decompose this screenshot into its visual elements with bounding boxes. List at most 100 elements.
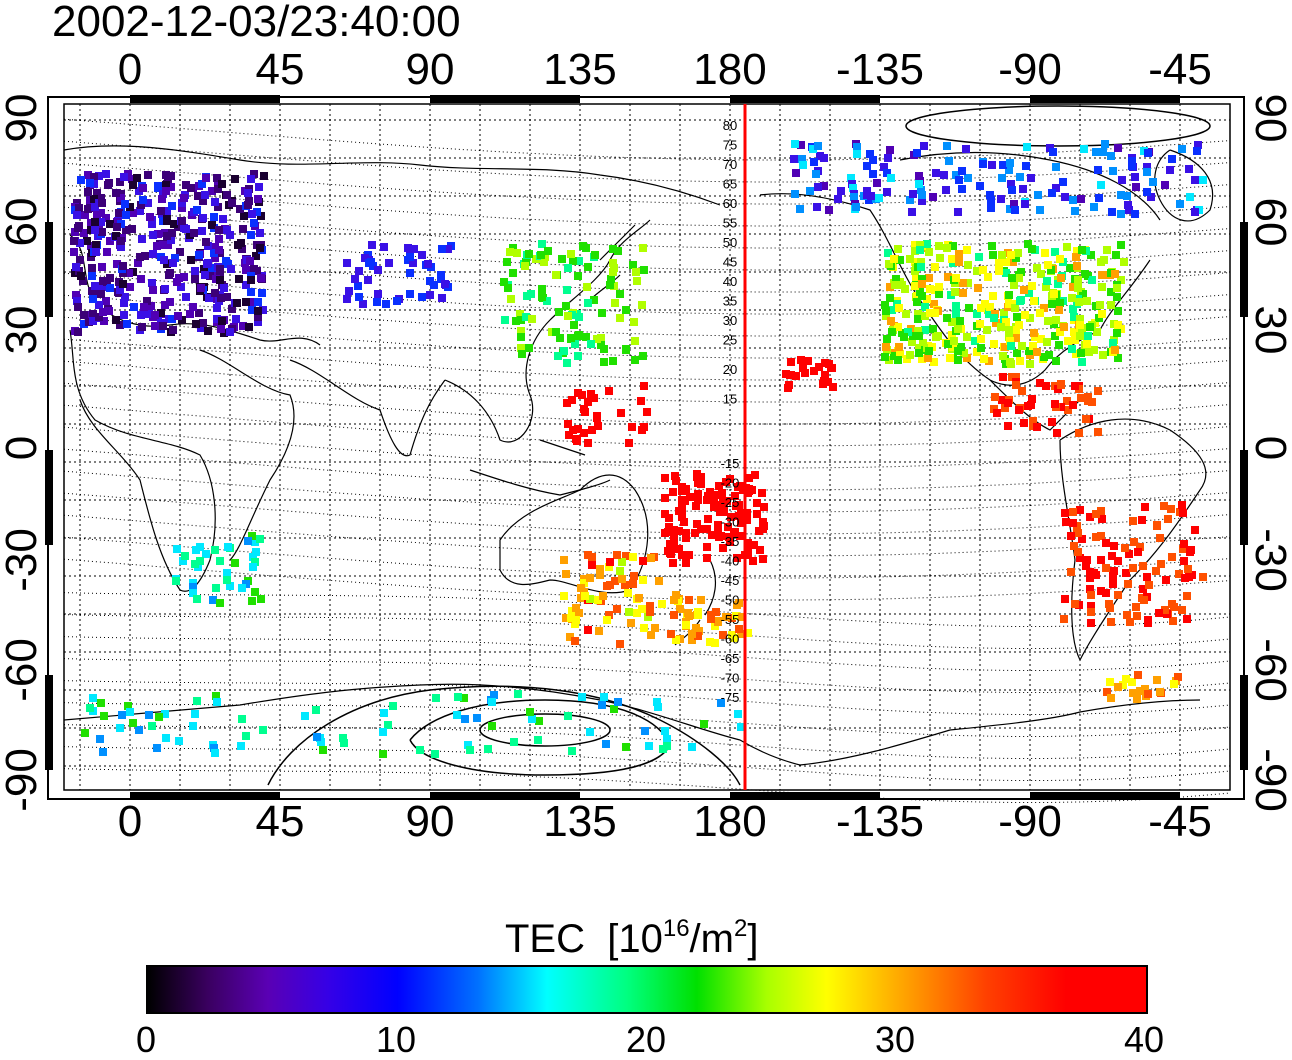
tec-pixel (204, 327, 212, 335)
tec-pixel (629, 580, 637, 588)
tec-pixel (1194, 141, 1202, 149)
tec-pixel (526, 708, 534, 716)
tec-pixel (1083, 297, 1091, 305)
tec-pixel (678, 508, 686, 516)
tec-pixel (1110, 567, 1118, 575)
tec-pixel (173, 278, 181, 286)
tec-pixel (1070, 542, 1078, 550)
tec-pixel (355, 267, 363, 275)
tec-pixel (558, 255, 566, 263)
tec-pixel (837, 187, 845, 195)
bottom-axis-tick: -135 (835, 797, 925, 846)
tec-pixel (950, 337, 958, 345)
tec-pixel (1061, 595, 1069, 603)
tec-pixel (703, 554, 711, 562)
tec-pixel (882, 307, 890, 315)
tec-pixel (606, 558, 614, 566)
tec-pixel (1052, 357, 1060, 365)
tec-pixel (987, 196, 995, 204)
tec-pixel (438, 245, 446, 253)
tec-pixel (351, 275, 359, 283)
tec-pixel (503, 258, 511, 266)
tec-pixel (1042, 283, 1050, 291)
tec-pixel (1193, 147, 1201, 155)
tec-pixel (600, 358, 608, 366)
tec-pixel (148, 220, 156, 228)
tec-pixel (157, 309, 165, 317)
tec-pixel (1107, 152, 1115, 160)
tec-pixel (560, 556, 568, 564)
tec-pixel (1012, 334, 1020, 342)
top-axis-tick: 135 (543, 45, 617, 94)
right-axis-tick: 30 (1246, 305, 1292, 355)
tec-pixel (1007, 180, 1015, 188)
tec-pixel (609, 357, 617, 365)
tec-pixel (989, 251, 997, 259)
tec-pixel (639, 244, 647, 252)
tec-pixel (1149, 178, 1157, 186)
tec-pixel (672, 636, 680, 644)
tec-pixel (733, 554, 741, 562)
maglat-label: 55 (723, 216, 737, 231)
tec-pixel (1074, 529, 1082, 537)
tec-pixel (1161, 606, 1169, 614)
tec-pixel (1188, 571, 1196, 579)
tec-pixel (743, 516, 751, 524)
tec-pixel (1144, 619, 1152, 627)
tec-pixel (534, 736, 542, 744)
tec-pixel (139, 196, 147, 204)
tec-pixel (584, 299, 592, 307)
tec-pixel (692, 624, 700, 632)
tec-pixel (1109, 580, 1117, 588)
tec-pixel (1181, 574, 1189, 582)
tec-pixel (1186, 193, 1194, 201)
tec-pixel (1107, 618, 1115, 626)
tec-pixel (942, 186, 950, 194)
tec-pixel (639, 576, 647, 584)
tec-pixel (633, 277, 641, 285)
tec-pixel (244, 537, 252, 545)
tec-pixel (256, 535, 264, 543)
tec-pixel (1048, 300, 1056, 308)
tec-pixel (393, 297, 401, 305)
tec-pixel (1083, 340, 1091, 348)
tec-pixel (257, 274, 265, 282)
tec-pixel (1000, 309, 1008, 317)
tec-pixel (210, 213, 218, 221)
tec-pixel (1128, 157, 1136, 165)
tec-pixel (1054, 280, 1062, 288)
tec-pixel (1094, 428, 1102, 436)
tec-pixel (97, 290, 105, 298)
tec-pixel (163, 232, 171, 240)
tec-pixel (162, 734, 170, 742)
tec-pixel (151, 322, 159, 330)
tec-pixel (694, 632, 702, 640)
tec-pixel (992, 319, 1000, 327)
tec-pixel (215, 246, 223, 254)
tec-pixel (562, 302, 570, 310)
tec-pixel (629, 553, 637, 561)
tec-pixel (1056, 255, 1064, 263)
tec-pixel (884, 154, 892, 162)
tec-pixel (244, 189, 252, 197)
tec-pixel (881, 353, 889, 361)
tec-pixel (1168, 553, 1176, 561)
tec-pixel (680, 518, 688, 526)
tec-pixel (169, 326, 177, 334)
tec-pixel (925, 248, 933, 256)
tec-pixel (964, 261, 972, 269)
tec-pixel (918, 197, 926, 205)
tec-pixel (1071, 382, 1079, 390)
tec-pixel (665, 523, 673, 531)
top-axis-tick: 90 (405, 45, 455, 94)
tec-pixel (744, 543, 752, 551)
tec-pixel (1087, 251, 1095, 259)
tec-pixel (1078, 535, 1086, 543)
tec-pixel (77, 176, 85, 184)
tec-pixel (954, 208, 962, 216)
tec-pixel (737, 519, 745, 527)
tec-pixel (512, 317, 520, 325)
tec-pixel (193, 697, 201, 705)
tec-pixel (935, 242, 943, 250)
tec-pixel (242, 732, 250, 740)
